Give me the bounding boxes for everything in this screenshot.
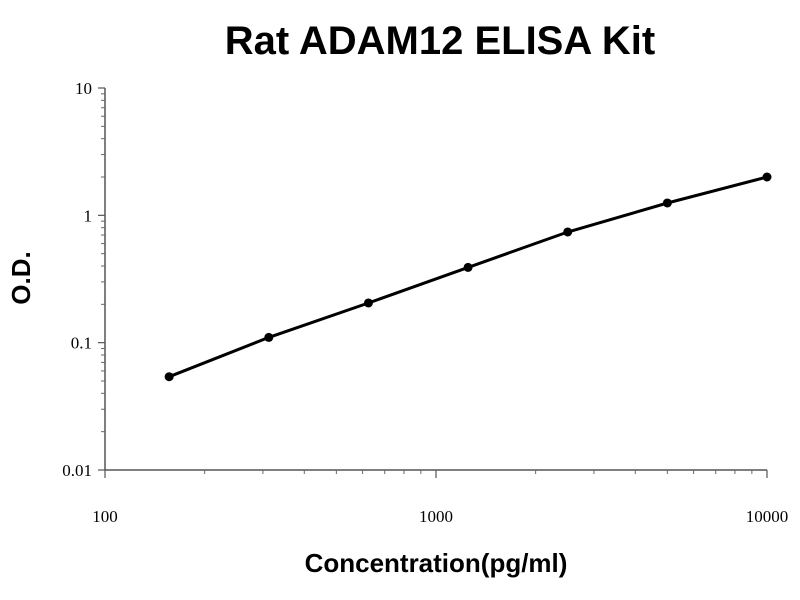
minor-ticks [101,93,753,474]
data-point [463,262,473,272]
data-point [363,298,373,308]
y-tick-label: 10 [75,79,92,98]
fit-curve [168,175,768,379]
x-axis-label: Concentration(pg/ml) [305,548,568,578]
x-tick-label: 10000 [746,507,789,526]
data-point [662,198,672,208]
data-points [164,172,772,382]
x-tick-label: 100 [92,507,118,526]
y-ticks: 0.01 0.1 1 10 [62,79,105,480]
y-tick-label: 1 [84,206,93,225]
y-tick-label: 0.1 [71,334,92,353]
data-point [563,227,573,237]
x-ticks: 100 1000 10000 [92,470,788,526]
y-axis-label: O.D. [6,251,36,304]
data-point [762,172,772,182]
data-point [164,372,174,382]
chart-title: Rat ADAM12 ELISA Kit [225,19,655,63]
x-tick-label: 1000 [419,507,453,526]
y-tick-label: 0.01 [62,461,92,480]
data-point [264,332,274,342]
